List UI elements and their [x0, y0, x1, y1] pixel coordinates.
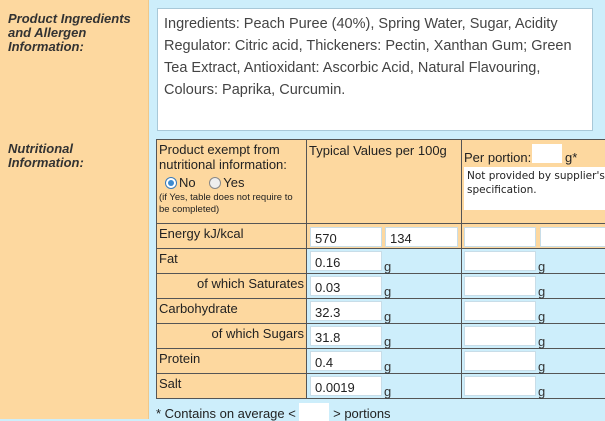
- nutrient-unit: g: [384, 384, 392, 399]
- nutrient-portion-unit: g: [538, 359, 546, 374]
- ingredients-textarea[interactable]: Ingredients: Peach Puree (40%), Spring W…: [157, 8, 593, 131]
- energy-values: 570 134: [307, 224, 462, 249]
- label-column: [0, 0, 149, 419]
- nutrient-value-cell: 31.8 g: [307, 324, 462, 349]
- energy-portion-kj-input[interactable]: [464, 227, 536, 247]
- nutrient-portion-cell: g: [462, 249, 605, 274]
- nutrient-value-cell: 0.16 g: [307, 249, 462, 274]
- footer-suffix: > portions: [333, 406, 391, 421]
- exempt-cell: Product exempt from nutritional informat…: [157, 140, 307, 224]
- portion-size-input[interactable]: [532, 144, 562, 163]
- portion-header: Per portion: g* Not provided by supplier…: [462, 140, 605, 224]
- footer-prefix: * Contains on average <: [156, 406, 296, 421]
- nutrient-unit: g: [384, 334, 392, 349]
- nutrient-label: Salt: [157, 374, 307, 399]
- ingredients-label: Product Ingredients and Allergen Informa…: [8, 11, 131, 54]
- portion-unit: g*: [565, 150, 578, 165]
- nutrient-label: Carbohydrate: [157, 299, 307, 324]
- energy-label: Energy kJ/kcal: [157, 224, 307, 249]
- energy-kj-input[interactable]: 570: [310, 227, 382, 247]
- nutrient-label: of which Sugars: [157, 324, 307, 349]
- radio-no-icon[interactable]: [165, 177, 177, 189]
- portion-note: Not provided by supplier's specification…: [464, 167, 605, 210]
- nutrient-value-cell: 32.3 g: [307, 299, 462, 324]
- nutrient-value-input[interactable]: 0.16: [310, 251, 382, 271]
- nutrient-portion-input[interactable]: [464, 326, 536, 346]
- nutrient-value-input[interactable]: 32.3: [310, 301, 382, 321]
- portions-footer: * Contains on average < > portions: [156, 403, 391, 421]
- exempt-label: Product exempt from nutritional informat…: [159, 142, 287, 172]
- nutrient-portion-input[interactable]: [464, 301, 536, 321]
- portions-count-input[interactable]: [299, 403, 330, 421]
- typical-header: Typical Values per 100g: [307, 140, 462, 224]
- nutrient-unit: g: [384, 284, 392, 299]
- radio-no[interactable]: No: [165, 175, 196, 190]
- radio-yes-label: Yes: [223, 175, 245, 190]
- nutrient-portion-cell: g: [462, 349, 605, 374]
- nutrient-portion-unit: g: [538, 309, 546, 324]
- nutrient-unit: g: [384, 259, 392, 274]
- nutrient-value-input[interactable]: 0.03: [310, 276, 382, 296]
- nutrient-value-input[interactable]: 0.0019: [310, 376, 382, 396]
- nutrient-label: Protein: [157, 349, 307, 374]
- nutrient-portion-unit: g: [538, 384, 546, 399]
- radio-yes-icon[interactable]: [209, 177, 222, 189]
- nutrient-unit: g: [384, 359, 392, 374]
- nutrition-table: Product exempt from nutritional informat…: [156, 139, 605, 399]
- nutrient-portion-input[interactable]: [464, 276, 536, 296]
- radio-no-label: No: [179, 175, 196, 190]
- nutrient-unit: g: [384, 309, 392, 324]
- radio-yes[interactable]: Yes: [209, 175, 244, 190]
- portion-label: Per portion:: [464, 150, 532, 165]
- nutrient-value-input[interactable]: 0.4: [310, 351, 382, 371]
- nutrient-portion-unit: g: [538, 284, 546, 299]
- nutrient-value-cell: 0.4 g: [307, 349, 462, 374]
- nutrient-portion-input[interactable]: [464, 351, 536, 371]
- energy-portion: [462, 224, 605, 249]
- nutrient-value-cell: 0.03 g: [307, 274, 462, 299]
- exempt-note: (if Yes, table does not require to be co…: [159, 192, 293, 215]
- nutrient-label: of which Saturates: [157, 274, 307, 299]
- nutrient-portion-cell: g: [462, 374, 605, 399]
- nutrient-value-input[interactable]: 31.8: [310, 326, 382, 346]
- nutrient-portion-cell: g: [462, 274, 605, 299]
- energy-portion-kcal-input[interactable]: [540, 227, 605, 247]
- nutrition-label: Nutritional Information:: [8, 141, 84, 170]
- nutrient-portion-cell: g: [462, 324, 605, 349]
- nutrient-label: Fat: [157, 249, 307, 274]
- energy-kcal-input[interactable]: 134: [385, 227, 458, 247]
- nutrient-portion-input[interactable]: [464, 251, 536, 271]
- nutrient-portion-unit: g: [538, 334, 546, 349]
- nutrient-value-cell: 0.0019 g: [307, 374, 462, 399]
- nutrient-portion-cell: g: [462, 299, 605, 324]
- nutrient-portion-input[interactable]: [464, 376, 536, 396]
- nutrient-portion-unit: g: [538, 259, 546, 274]
- exempt-radio-group: No Yes: [165, 175, 304, 190]
